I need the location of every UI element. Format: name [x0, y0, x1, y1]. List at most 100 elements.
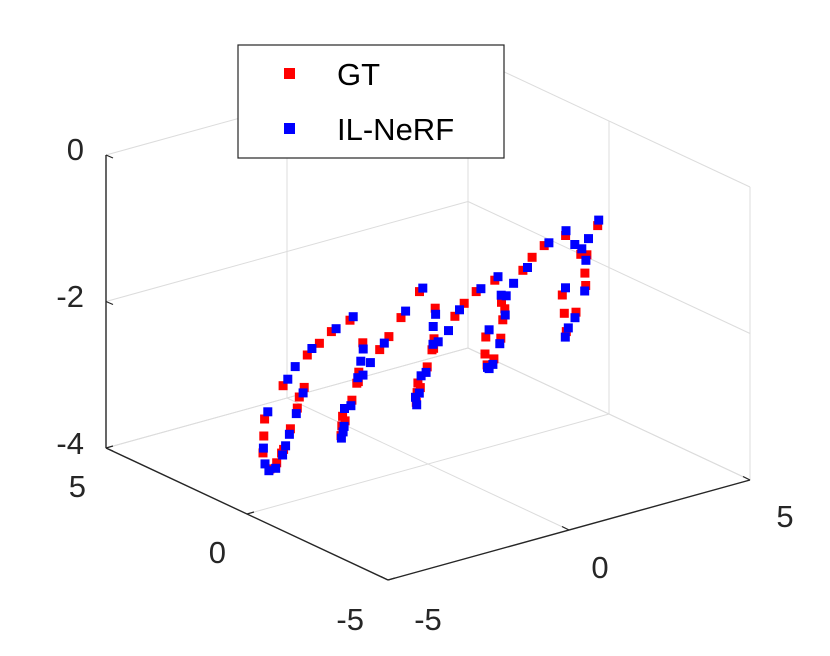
data-point-gt	[422, 362, 432, 372]
data-point-il-nerf	[401, 306, 411, 316]
y-tick-mark	[105, 445, 114, 449]
data-point-gt	[375, 345, 385, 355]
data-point-il-nerf	[336, 433, 346, 443]
data-point-il-nerf	[476, 284, 486, 294]
data-point-il-nerf	[495, 339, 505, 349]
grid-line	[467, 54, 751, 188]
grid-line	[467, 347, 751, 481]
data-point-il-nerf	[577, 244, 587, 254]
data-point-il-nerf	[523, 263, 532, 272]
data-point-il-nerf	[284, 429, 294, 439]
data-point-gt	[459, 298, 469, 308]
legend-box	[237, 44, 505, 159]
x-tick-mark	[380, 575, 389, 581]
z-tick-mark	[105, 447, 114, 452]
data-point-gt	[358, 338, 368, 348]
z-tick-mark	[105, 154, 114, 159]
data-point-il-nerf	[416, 371, 426, 381]
data-point-gt	[347, 395, 357, 405]
data-point-il-nerf	[455, 305, 464, 315]
data-point-il-nerf	[561, 226, 571, 236]
data-point-il-nerf	[509, 278, 519, 288]
data-point-il-nerf	[561, 283, 570, 293]
data-point-il-nerf	[428, 322, 438, 331]
data-point-il-nerf	[563, 323, 573, 333]
data-point-il-nerf	[412, 400, 422, 410]
data-point-gt	[338, 411, 348, 421]
data-point-gt	[471, 287, 481, 297]
data-point-gt	[352, 378, 362, 388]
data-point-gt	[396, 313, 406, 323]
data-point-gt	[302, 350, 312, 360]
x-tick-mark	[742, 475, 751, 481]
data-point-il-nerf	[570, 313, 580, 323]
data-point-il-nerf	[433, 337, 443, 347]
data-point-il-nerf	[346, 401, 356, 411]
grid-line	[105, 201, 469, 302]
data-point-gt	[340, 416, 350, 426]
data-point-gt	[314, 338, 324, 348]
data-point-gt	[299, 382, 309, 392]
legend: GT IL-NeRF	[237, 44, 505, 159]
data-point-gt	[581, 281, 591, 290]
data-point-il-nerf	[580, 286, 590, 296]
y-tick-mark	[246, 511, 255, 515]
data-point-il-nerf	[418, 283, 428, 293]
data-point-gt	[561, 231, 571, 240]
grid-line	[105, 347, 469, 449]
data-point-il-nerf	[307, 344, 317, 353]
grid-lines	[105, 54, 751, 581]
data-point-il-nerf	[264, 466, 274, 476]
x-tick-label: 5	[776, 499, 793, 534]
y-tick-label: -5	[336, 602, 364, 637]
y-tick-mark	[387, 577, 396, 581]
data-point-gt	[539, 241, 549, 251]
z-tick-mark	[105, 300, 114, 306]
data-point-gt	[582, 250, 592, 260]
data-point-gt	[518, 265, 528, 275]
data-point-il-nerf	[501, 291, 511, 301]
data-point-gt	[496, 333, 506, 343]
legend-label-gt: GT	[337, 57, 380, 92]
data-point-gt	[559, 308, 569, 318]
z-tick-label: -2	[56, 279, 84, 314]
data-point-gt	[498, 315, 508, 325]
data-point-il-nerf	[365, 358, 375, 368]
data-point-il-nerf	[411, 392, 420, 402]
x-tick-label: 0	[591, 550, 608, 585]
data-point-gt	[481, 332, 491, 342]
data-point-gt	[285, 424, 295, 434]
data-point-il-nerf	[283, 374, 293, 384]
data-point-il-nerf	[581, 255, 591, 265]
data-point-il-nerf	[570, 240, 580, 249]
axes	[105, 154, 751, 581]
data-point-il-nerf	[291, 409, 301, 419]
data-point-gt	[497, 297, 506, 307]
data-point-il-nerf	[484, 364, 494, 374]
data-point-il-nerf	[298, 388, 308, 398]
data-point-gt	[576, 249, 586, 259]
data-point-il-nerf	[500, 310, 510, 320]
data-point-il-nerf	[290, 362, 300, 372]
data-point-gt	[557, 290, 567, 300]
data-point-il-nerf	[263, 407, 273, 417]
data-point-gt	[500, 304, 510, 314]
x-tick-label: -5	[414, 602, 442, 637]
data-point-gt	[430, 303, 440, 313]
data-point-gt	[272, 458, 282, 468]
data-point-gt	[450, 311, 460, 321]
legend-label-il-nerf: IL-NeRF	[337, 112, 454, 147]
data-point-il-nerf	[278, 450, 288, 460]
data-point-il-nerf	[493, 272, 503, 282]
grid-line	[467, 201, 751, 334]
data-point-gt	[292, 403, 302, 413]
data-point-gt	[580, 268, 590, 278]
z-tick-label: 0	[67, 132, 84, 167]
data-points	[258, 215, 604, 476]
x-tick-mark	[561, 525, 570, 531]
data-point-gt	[527, 252, 537, 262]
data-point-il-nerf	[484, 325, 494, 335]
data-point-il-nerf	[444, 326, 453, 336]
data-point-il-nerf	[271, 463, 281, 473]
legend-marker-il-nerf	[284, 123, 295, 134]
